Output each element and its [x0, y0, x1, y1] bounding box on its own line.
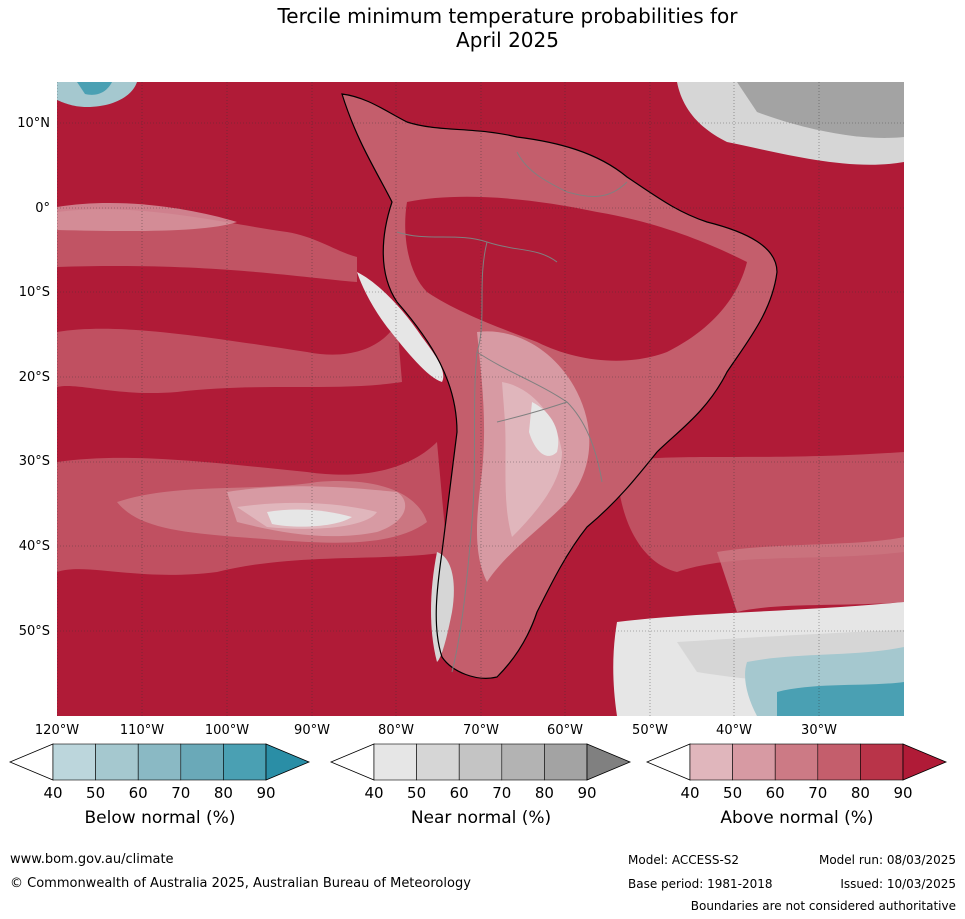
- map-svg: [57, 82, 904, 716]
- region-below-60: [57, 82, 137, 107]
- colorbar-below-tick: 90: [256, 784, 276, 802]
- colorbars: [8, 743, 948, 781]
- issued-text: Issued: 10/03/2025: [840, 877, 956, 891]
- lat-label-40s: 40°S: [18, 539, 50, 554]
- colorbar-near-tick: 90: [577, 784, 597, 802]
- copyright-text: © Commonwealth of Australia 2025, Austra…: [10, 876, 471, 891]
- region-near-80: [737, 82, 904, 138]
- lat-label-0: 0°: [35, 201, 50, 216]
- colorbar-below-tick: 60: [128, 784, 148, 802]
- website-link[interactable]: www.bom.gov.au/climate: [10, 852, 174, 867]
- lon-label-40w: 40°W: [716, 723, 752, 738]
- lon-label-50w: 50°W: [632, 723, 668, 738]
- colorbar-below-segment: [223, 743, 267, 781]
- colorbar-below-tick: 80: [213, 784, 233, 802]
- region-above-50: [57, 202, 237, 232]
- colorbar-below-segment: [180, 743, 224, 781]
- region-below-80: [77, 82, 112, 95]
- lat-label-10n: 10°N: [17, 116, 50, 131]
- colorbar-below-high-extend: [265, 743, 311, 781]
- region-above-70: [617, 452, 904, 572]
- colorbar-title-near: Near normal (%): [410, 808, 552, 828]
- colorbar-below-segment: [52, 743, 96, 781]
- lon-label-80w: 80°W: [378, 723, 414, 738]
- colorbar-above-segment: [860, 743, 904, 781]
- map-title: Tercile minimum temperature probabilitie…: [0, 4, 965, 52]
- colorbar-near-segment: [544, 743, 588, 781]
- disclaimer-text: Boundaries are not considered authoritat…: [690, 899, 956, 913]
- colorbar-near-tick: 80: [534, 784, 554, 802]
- colorbar-title-below: Below normal (%): [84, 808, 236, 828]
- colorbar-above-tick: 90: [893, 784, 913, 802]
- model-text: Model: ACCESS-S2: [628, 853, 740, 867]
- colorbar-below-tick: 50: [86, 784, 106, 802]
- colorbar-above-segment: [732, 743, 776, 781]
- lon-label-120w: 120°W: [34, 723, 80, 738]
- colorbar-above-segment: [774, 743, 819, 781]
- lon-label-90w: 90°W: [294, 723, 330, 738]
- probability-map: [57, 82, 904, 716]
- region-near-50: [267, 509, 352, 527]
- colorbar-title-above: Above normal (%): [720, 808, 874, 828]
- colorbar-below-tick: 40: [43, 784, 63, 802]
- colorbar-near-tick: 40: [364, 784, 384, 802]
- colorbar-above-low-extend: [645, 743, 691, 781]
- model-run-text: Model run: 08/03/2025: [818, 853, 956, 867]
- graticule: [57, 82, 904, 716]
- colorbar-below-tick: 70: [171, 784, 191, 802]
- lat-label-50s: 50°S: [18, 624, 50, 639]
- region-above-70: [57, 322, 402, 394]
- colorbar-near-segment: [458, 743, 503, 781]
- colorbar-below-segment: [95, 743, 139, 781]
- colorbar-near-tick: 60: [449, 784, 469, 802]
- title-line-2: April 2025: [456, 28, 559, 52]
- colorbar-near-high-extend: [586, 743, 632, 781]
- colorbar-near-low-extend: [329, 743, 375, 781]
- colorbar-above-tick: 50: [723, 784, 743, 802]
- colorbar-near-segment: [416, 743, 460, 781]
- title-line-1: Tercile minimum temperature probabilitie…: [277, 4, 738, 28]
- lon-label-100w: 100°W: [204, 723, 250, 738]
- lat-label-30s: 30°S: [18, 454, 50, 469]
- colorbar-near-tick: 70: [492, 784, 512, 802]
- colorbar-above-segment: [689, 743, 733, 781]
- lon-label-30w: 30°W: [801, 723, 837, 738]
- lon-label-110w: 110°W: [119, 723, 165, 738]
- region-below-80: [777, 682, 904, 716]
- colorbar-above-tick: 40: [680, 784, 700, 802]
- lat-label-10s: 10°S: [18, 285, 50, 300]
- region-above-90: [405, 196, 747, 361]
- colorbar-above-high-extend: [902, 743, 948, 781]
- colorbar-above-tick: 60: [765, 784, 785, 802]
- lon-label-60w: 60°W: [547, 723, 583, 738]
- coastline: [341, 93, 778, 679]
- colorbar-below-segment: [137, 743, 182, 781]
- colorbar-above-tick: 80: [850, 784, 870, 802]
- colorbar-near-segment: [501, 743, 545, 781]
- base-period-text: Base period: 1981-2018: [628, 877, 773, 891]
- region-above-60: [717, 537, 904, 612]
- colorbar-below-low-extend: [8, 743, 54, 781]
- colorbar-near-tick: 50: [407, 784, 427, 802]
- colorbar-above-tick: 70: [808, 784, 828, 802]
- region-near-50: [529, 402, 559, 456]
- region-near-50: [357, 272, 444, 382]
- colorbar-near-segment: [373, 743, 417, 781]
- lat-label-20s: 20°S: [18, 370, 50, 385]
- country-boundaries: [396, 151, 628, 673]
- lon-label-70w: 70°W: [463, 723, 499, 738]
- colorbar-above-segment: [817, 743, 861, 781]
